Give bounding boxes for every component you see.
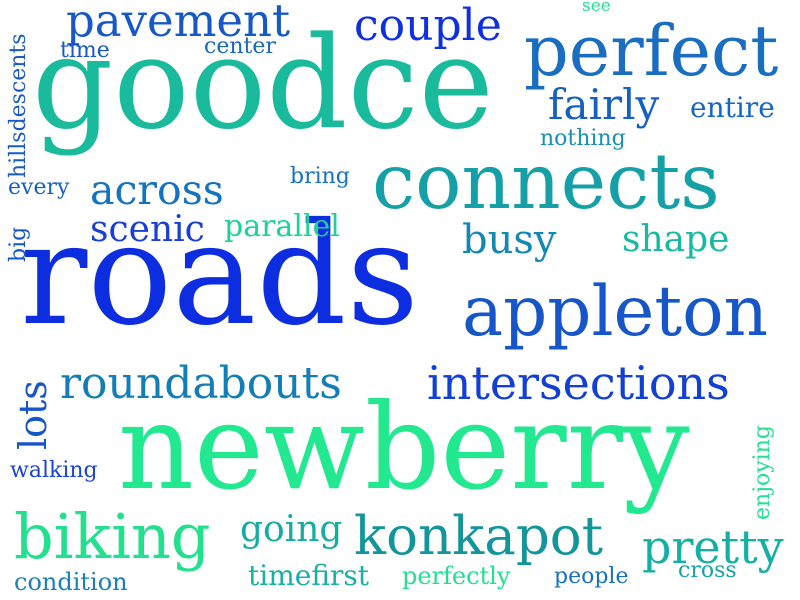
word-konkapot: konkapot xyxy=(354,506,604,567)
word-walking: walking xyxy=(10,458,98,483)
word-goodce: goodce xyxy=(32,9,494,157)
word-couple: couple xyxy=(354,0,502,51)
word-intersections: intersections xyxy=(427,356,730,410)
word-nothing: nothing xyxy=(540,126,626,151)
word-scenic: scenic xyxy=(90,209,205,250)
word-cross: cross xyxy=(678,558,737,583)
word-across: across xyxy=(90,166,224,214)
word-pretty: pretty xyxy=(642,520,784,574)
word-lots: lots xyxy=(11,380,55,450)
word-appleton: appleton xyxy=(462,272,769,352)
word-roundabouts: roundabouts xyxy=(60,358,342,409)
word-connects: connects xyxy=(372,138,720,227)
word-fairly: fairly xyxy=(548,80,660,129)
word-going: going xyxy=(240,509,343,550)
word-biking: biking xyxy=(14,500,211,573)
word-see: see xyxy=(582,0,611,16)
word-hillsdescents: hillsdescents xyxy=(6,33,31,178)
word-pavement: pavement xyxy=(66,0,291,47)
word-bring: bring xyxy=(290,164,350,189)
word-newberry: newberry xyxy=(118,378,690,516)
word-perfect: perfect xyxy=(524,10,779,92)
word-people: people xyxy=(554,564,629,589)
word-entire: entire xyxy=(690,91,775,124)
word-shape: shape xyxy=(622,219,730,260)
word-center: center xyxy=(204,34,276,59)
word-roads: roads xyxy=(20,193,419,357)
word-timefirst: timefirst xyxy=(248,559,370,592)
word-busy: busy xyxy=(462,217,557,263)
word-parallel: parallel xyxy=(224,209,340,244)
word-time: time xyxy=(60,38,110,63)
word-perfectly: perfectly xyxy=(402,562,511,590)
word-enjoying: enjoying xyxy=(750,425,775,520)
word-big: big xyxy=(6,226,31,262)
word-every: every xyxy=(8,175,70,200)
word-condition: condition xyxy=(14,568,128,596)
